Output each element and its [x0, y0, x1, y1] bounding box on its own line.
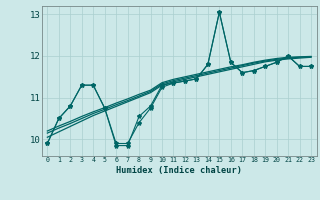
X-axis label: Humidex (Indice chaleur): Humidex (Indice chaleur): [116, 166, 242, 175]
